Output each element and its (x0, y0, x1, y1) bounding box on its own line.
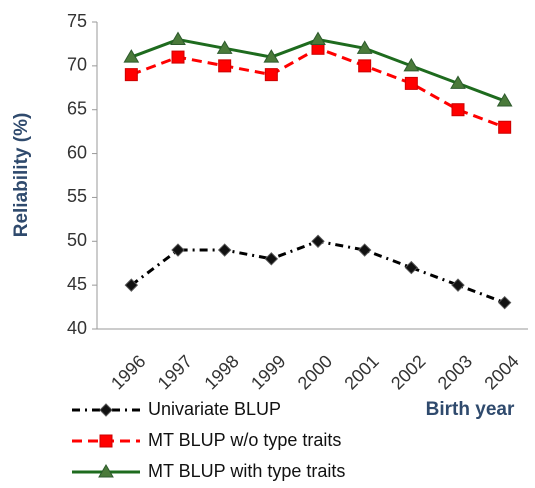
point (264, 252, 279, 266)
point (218, 59, 232, 73)
point (356, 40, 373, 54)
legend-label: Univariate BLUP (148, 399, 281, 419)
point (358, 59, 372, 73)
point (311, 234, 325, 248)
y-tick-label: 55 (67, 186, 87, 206)
x-tick-label: 1999 (247, 351, 289, 393)
point (216, 40, 233, 54)
point (404, 260, 419, 275)
point (496, 92, 513, 107)
y-axis-title: Reliability (%) (11, 113, 32, 238)
point (264, 68, 278, 82)
x-axis-title: Birth year (426, 399, 515, 420)
point (498, 120, 512, 134)
x-tick-label: 1998 (200, 351, 242, 393)
y-tick-label: 75 (67, 11, 87, 31)
point (99, 403, 113, 417)
y-tick-label: 60 (67, 142, 87, 162)
y-tick-label: 50 (67, 230, 87, 250)
point (263, 49, 280, 63)
point (310, 31, 326, 46)
x-tick-label: 2002 (387, 351, 429, 393)
y-tick-label: 70 (67, 55, 87, 75)
point (171, 243, 185, 257)
series-line (130, 46, 506, 129)
point (99, 434, 113, 448)
point (170, 31, 186, 46)
y-tick-label: 45 (67, 274, 87, 294)
point (404, 76, 418, 90)
point (357, 243, 372, 257)
point (451, 103, 465, 117)
point (124, 278, 139, 292)
x-tick-label: 2001 (340, 351, 382, 393)
y-tick-label: 40 (67, 318, 87, 338)
x-tick-label: 2004 (480, 351, 522, 393)
point (450, 75, 466, 89)
x-tick-label: 1996 (107, 351, 149, 393)
legend-label: MT BLUP w/o type traits (148, 430, 341, 450)
series-line (130, 239, 506, 305)
y-tick-label: 65 (67, 98, 87, 118)
point (123, 49, 140, 63)
x-tick-label: 2003 (434, 351, 476, 393)
point (124, 68, 138, 82)
x-tick-label: 1997 (154, 351, 196, 393)
legend-label: MT BLUP with type traits (148, 461, 345, 481)
x-tick-label: 2000 (294, 351, 336, 393)
point (171, 50, 185, 64)
point (451, 278, 465, 292)
point (217, 243, 232, 257)
point (403, 57, 420, 72)
point (98, 464, 114, 478)
point (497, 295, 512, 310)
